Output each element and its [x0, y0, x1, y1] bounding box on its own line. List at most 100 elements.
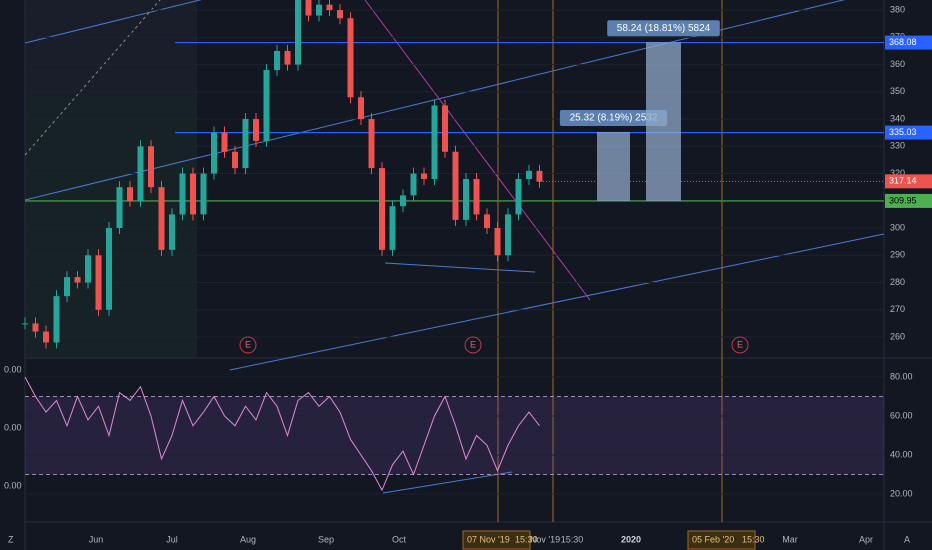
candle: [43, 331, 49, 343]
candle: [515, 179, 522, 215]
candle: [400, 195, 406, 207]
candle: [494, 228, 501, 256]
earnings-label: E: [245, 339, 251, 349]
candle: [253, 119, 259, 141]
candle: [32, 323, 39, 332]
candle: [64, 277, 70, 297]
candle: [505, 214, 511, 256]
y-tick-label: 360: [890, 59, 905, 69]
candle: [211, 132, 217, 174]
candle: [368, 119, 375, 169]
candle: [200, 173, 207, 215]
candle: [347, 18, 354, 98]
last-price-tag: [885, 174, 932, 189]
candle: [410, 173, 417, 196]
x-tick-label: Aug: [240, 534, 256, 544]
corner-label: A: [904, 534, 910, 544]
cursor-time: 15:30: [742, 534, 765, 544]
measure-box: [597, 131, 630, 201]
y-tick-label: 340: [890, 113, 905, 123]
y-tick-label: 350: [890, 86, 905, 96]
measure-tag: [559, 109, 668, 126]
x-tick-label: Apr: [859, 534, 873, 544]
candle: [127, 187, 133, 201]
candle: [148, 146, 154, 188]
last-price-label: 317.14: [889, 176, 917, 186]
candle: [242, 119, 249, 169]
candle: [526, 170, 532, 179]
y-tick-label: 40.00: [890, 449, 913, 459]
earnings-marker: [239, 336, 257, 354]
candle: [389, 206, 396, 250]
candle: [337, 10, 343, 19]
measure-tag: [607, 20, 720, 37]
trend-line: [229, 233, 885, 371]
x-tick-label: Jul: [166, 534, 178, 544]
x-tick-label: 15:30: [561, 534, 584, 544]
candle: [358, 97, 364, 120]
candle: [473, 179, 480, 215]
rsi-line: [24, 376, 540, 492]
corner-label: Z: [8, 534, 14, 544]
y-tick-label: 60.00: [890, 410, 913, 420]
level-tag: [885, 35, 932, 50]
cursor-tag: [687, 530, 756, 550]
level-label: 335.03: [889, 127, 917, 137]
candle: [274, 50, 280, 71]
earnings-label: E: [470, 339, 476, 349]
trend-line: [24, 0, 202, 44]
candle: [85, 255, 91, 283]
candle: [379, 168, 385, 250]
x-tick-label: Nov '19: [530, 534, 560, 544]
candle: [190, 173, 196, 215]
trend-line: [382, 471, 513, 494]
candle: [179, 173, 186, 215]
y-tick-label: 330: [890, 141, 905, 151]
cursor-date: 07 Nov '19: [467, 534, 510, 544]
level-tag: [885, 125, 932, 140]
candle: [95, 255, 102, 310]
rsi-band: [25, 396, 884, 475]
left-label: 0.00: [4, 422, 22, 432]
x-tick-label: Mar: [782, 534, 798, 544]
candle: [158, 187, 165, 250]
y-tick-label: 80.00: [890, 371, 913, 381]
cursor-tag: [462, 530, 531, 550]
candle: [263, 70, 270, 141]
candle: [484, 214, 490, 229]
candle: [463, 179, 469, 220]
trend-line: [384, 262, 536, 273]
left-label: 0.00: [4, 480, 22, 490]
candle: [305, 0, 312, 16]
y-tick-label: 300: [890, 222, 905, 232]
cursor-time: 15:30: [515, 534, 538, 544]
range-zone: [25, 0, 197, 98]
candle: [53, 296, 60, 343]
earnings-marker: [731, 336, 749, 354]
candle: [326, 4, 333, 11]
y-tick-label: 380: [890, 4, 905, 14]
candle: [442, 105, 448, 152]
candle: [74, 277, 81, 283]
candle: [169, 214, 175, 250]
candle: [232, 151, 238, 169]
candle: [221, 132, 228, 152]
candle: [106, 228, 112, 310]
candle: [536, 170, 543, 182]
trend-line: [24, 0, 846, 201]
candle: [284, 50, 291, 65]
x-tick-label: Jun: [89, 534, 104, 544]
y-tick-label: 20.00: [890, 488, 913, 498]
candle: [137, 146, 144, 201]
candle: [22, 323, 28, 325]
earnings-marker: [464, 336, 482, 354]
earnings-label: E: [737, 339, 743, 349]
level-label: 368.08: [889, 37, 917, 47]
y-tick-label: 270: [890, 304, 905, 314]
level-label: 309.95: [889, 195, 917, 205]
cursor-date: 05 Feb '20: [692, 534, 734, 544]
candle: [431, 105, 438, 179]
measure-label: 25.32 (8.19%) 2532: [570, 113, 658, 124]
